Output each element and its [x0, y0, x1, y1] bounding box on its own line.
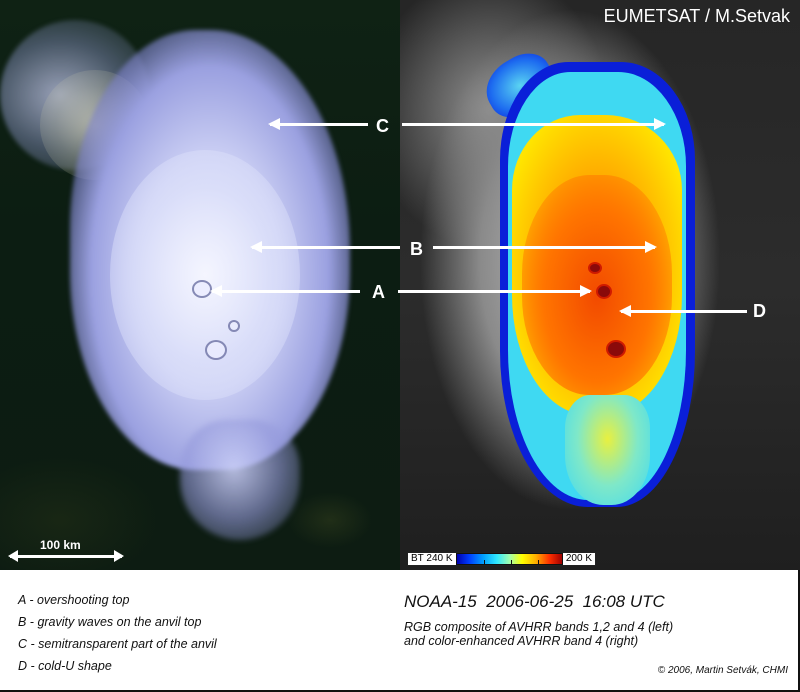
satellite-imagery: EUMETSAT / M.Setvak C B A D 100 km BT 24…: [0, 0, 800, 570]
arrow-d: [619, 305, 747, 317]
caption-title: NOAA-15 2006-06-25 16:08 UTC: [404, 592, 665, 611]
scale-bar-label: 100 km: [40, 538, 81, 552]
arrow-b-right: [433, 241, 657, 253]
rgb-composite-panel: [0, 0, 400, 570]
marker-b: B: [410, 239, 423, 259]
annotation-legend: A - overshooting top B - gravity waves o…: [18, 592, 217, 680]
scale-bar: [8, 550, 124, 562]
arrow-c-left: [268, 118, 368, 130]
cold-spot-secondary: [606, 340, 626, 358]
legend-item-c: C - semitransparent part of the anvil: [18, 637, 217, 651]
overshooting-top: [192, 280, 212, 298]
overshooting-top-small: [228, 320, 240, 332]
anvil-tail: [180, 420, 300, 540]
arrow-a-left: [210, 285, 360, 297]
ir-enhanced-panel: [400, 0, 800, 570]
colorbar-right-label: 200 K: [565, 553, 592, 564]
image-credit: EUMETSAT / M.Setvak: [603, 6, 790, 26]
arrow-c-right: [402, 118, 666, 130]
legend-item-b: B - gravity waves on the anvil top: [18, 615, 202, 629]
overshooting-top-secondary: [205, 340, 227, 360]
arrow-b-left: [250, 241, 400, 253]
anvil-core: [110, 150, 300, 400]
ir-tail: [565, 395, 650, 505]
legend-item-d: D - cold-U shape: [18, 659, 112, 673]
cold-spot-a: [596, 284, 612, 299]
colorbar-tick: [510, 560, 512, 564]
caption-line-1: RGB composite of AVHRR bands 1,2 and 4 (…: [404, 620, 674, 634]
colorbar-tick: [537, 560, 539, 564]
temperature-colorbar: BT 240 K 200 K: [407, 552, 596, 566]
arrow-a-right: [398, 285, 592, 297]
colorbar-ramp: [455, 553, 563, 565]
caption-description: RGB composite of AVHRR bands 1,2 and 4 (…: [404, 620, 673, 648]
legend-item-a: A - overshooting top: [18, 593, 130, 607]
marker-d: D: [753, 301, 766, 321]
colorbar-tick: [483, 560, 485, 564]
caption-panel: A - overshooting top B - gravity waves o…: [0, 570, 798, 690]
colorbar-left-label: BT 240 K: [411, 553, 453, 564]
caption-line-2: and color-enhanced AVHRR band 4 (right): [404, 634, 639, 648]
copyright-notice: © 2006, Martin Setvák, CHMI: [657, 665, 788, 676]
marker-c: C: [376, 116, 389, 136]
ir-cold-core: [522, 175, 672, 395]
marker-a: A: [372, 282, 385, 302]
cold-spot: [588, 262, 602, 274]
